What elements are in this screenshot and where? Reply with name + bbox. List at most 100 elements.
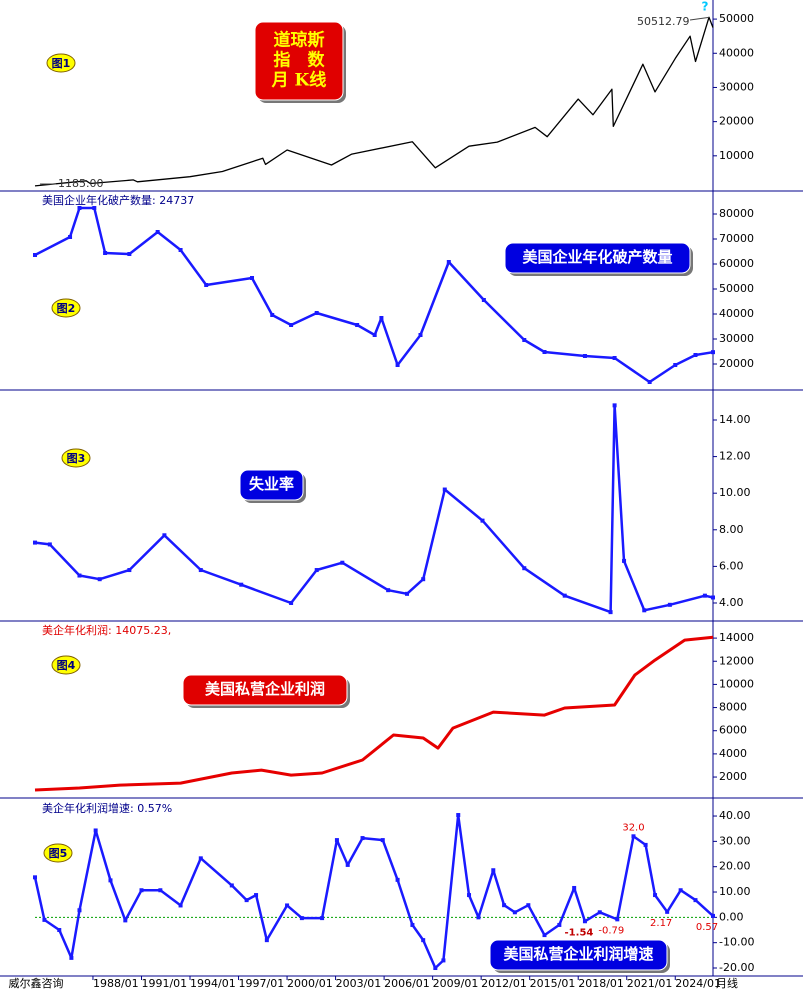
data-point xyxy=(178,248,183,252)
data-point xyxy=(642,608,647,613)
data-point xyxy=(77,573,82,578)
panel-title: 美国私营企业利润 xyxy=(205,680,325,698)
y-tick-label: 40000 xyxy=(719,307,754,320)
panel-badge-label: 图5 xyxy=(49,847,68,860)
brand-box xyxy=(0,977,88,990)
data-point xyxy=(360,836,365,841)
y-tick-label: -10.00 xyxy=(719,936,754,949)
data-point xyxy=(491,868,496,873)
data-point xyxy=(77,908,82,913)
title-box xyxy=(489,939,668,971)
y-tick-label: 50000 xyxy=(719,282,754,295)
panel-title: 美国企业年化破产数量 xyxy=(522,248,672,266)
panel-title: 道琼斯 xyxy=(274,30,325,51)
y-tick-label: 4.00 xyxy=(719,596,744,609)
panel-badge xyxy=(43,843,73,863)
data-point xyxy=(198,856,203,861)
data-point xyxy=(372,333,377,337)
data-point xyxy=(355,323,360,327)
data-line xyxy=(34,635,714,792)
y-tick-label: 14.00 xyxy=(719,413,751,426)
data-point xyxy=(421,577,426,582)
data-point xyxy=(395,363,400,367)
panel-title: 指 数 xyxy=(274,50,326,71)
data-line xyxy=(34,206,714,384)
data-point xyxy=(597,910,602,915)
data-point xyxy=(239,582,244,587)
data-point xyxy=(647,380,652,384)
data-point xyxy=(158,888,163,893)
title-box xyxy=(254,21,344,101)
data-point xyxy=(711,913,715,918)
data-point xyxy=(229,883,234,888)
data-point xyxy=(123,918,128,923)
data-point xyxy=(572,885,577,890)
data-point xyxy=(678,888,683,893)
panel-badge-label: 图4 xyxy=(57,659,76,672)
title-box xyxy=(504,242,691,274)
y-tick-label: 20000 xyxy=(719,357,754,370)
y-tick-label: 60000 xyxy=(719,257,754,270)
data-point xyxy=(665,909,670,914)
data-point xyxy=(667,602,672,607)
y-tick-label: 40000 xyxy=(719,46,754,59)
y-tick-label: 70000 xyxy=(719,232,754,245)
data-point xyxy=(582,354,587,358)
x-tick-label: 2024/01 xyxy=(675,977,721,990)
data-point xyxy=(254,893,259,898)
data-point xyxy=(127,252,132,256)
data-label: -0.79 xyxy=(598,925,624,936)
y-tick-label: 8.00 xyxy=(719,523,744,536)
data-point xyxy=(250,276,255,280)
help-icon[interactable]: ? xyxy=(702,0,709,14)
y-tick-label: 2000 xyxy=(719,770,747,783)
panel-title: 美国私营企业利润增速 xyxy=(503,945,653,963)
data-point xyxy=(608,610,613,615)
x-tick-label: 2012/01 xyxy=(481,977,527,990)
y-tick-label: 50000 xyxy=(719,12,754,25)
data-point xyxy=(405,591,410,596)
data-point xyxy=(264,938,269,943)
data-point xyxy=(711,595,715,600)
x-tick-label: 2009/01 xyxy=(433,977,479,990)
x-tick-label: 1997/01 xyxy=(239,977,285,990)
data-point xyxy=(711,350,715,355)
y-tick-label: 80000 xyxy=(719,207,754,220)
title-box xyxy=(239,469,304,501)
data-point xyxy=(289,600,294,605)
y-tick-label: 14000 xyxy=(719,631,754,644)
x-tick-label: 2021/01 xyxy=(627,977,673,990)
data-point xyxy=(379,316,384,320)
annotation-leader xyxy=(689,16,710,21)
x-tick-label: 1988/01 xyxy=(93,977,139,990)
data-point xyxy=(456,813,461,818)
data-point xyxy=(320,916,325,921)
title-box xyxy=(182,674,348,706)
y-tick-label: 12000 xyxy=(719,654,754,667)
data-line xyxy=(33,813,714,970)
data-point xyxy=(47,542,52,547)
y-tick-label: 10.00 xyxy=(719,486,751,499)
data-point xyxy=(127,568,132,573)
panel-title: 失业率 xyxy=(249,475,294,493)
data-point xyxy=(314,311,319,315)
data-point xyxy=(345,862,350,867)
data-point xyxy=(612,403,617,408)
data-point xyxy=(693,898,698,903)
data-point xyxy=(299,916,304,921)
data-point xyxy=(314,568,319,573)
data-point xyxy=(103,251,108,255)
panel-badge xyxy=(51,655,81,675)
y-tick-label: 30000 xyxy=(719,80,754,93)
data-point xyxy=(522,338,527,342)
data-point xyxy=(442,487,447,492)
x-tick-label: 2015/01 xyxy=(530,977,576,990)
period: 月线 xyxy=(716,976,738,990)
panel-header: 美企年化利润: 14075.23, xyxy=(42,623,171,637)
y-tick-label: 12.00 xyxy=(719,450,751,463)
panel-badge-label: 图1 xyxy=(52,57,71,70)
data-point xyxy=(612,356,617,360)
data-point xyxy=(204,283,209,287)
panel-badge-label: 图2 xyxy=(57,302,76,315)
